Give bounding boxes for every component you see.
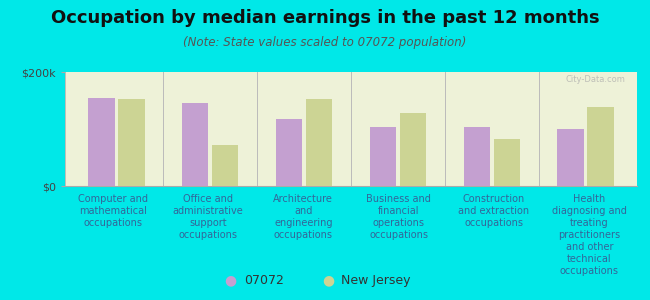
Bar — [276, 119, 302, 186]
Text: Occupation by median earnings in the past 12 months: Occupation by median earnings in the pas… — [51, 9, 599, 27]
Bar — [557, 129, 584, 186]
Bar — [400, 113, 426, 186]
Bar — [463, 127, 490, 186]
Text: Business and
financial
operations
occupations: Business and financial operations occupa… — [366, 194, 431, 239]
Text: (Note: State values scaled to 07072 population): (Note: State values scaled to 07072 popu… — [183, 36, 467, 49]
Text: New Jersey: New Jersey — [341, 274, 411, 287]
Bar — [493, 139, 520, 186]
Text: City-Data.com: City-Data.com — [566, 75, 625, 84]
Text: Architecture
and
engineering
occupations: Architecture and engineering occupations — [274, 194, 333, 239]
Text: ●: ● — [225, 274, 237, 287]
Text: Computer and
mathematical
occupations: Computer and mathematical occupations — [77, 194, 148, 227]
Text: 07072: 07072 — [244, 274, 283, 287]
Bar — [306, 99, 332, 186]
Bar — [118, 99, 145, 186]
Text: Office and
administrative
support
occupations: Office and administrative support occupa… — [173, 194, 243, 239]
Text: ●: ● — [322, 274, 334, 287]
Bar — [182, 103, 209, 186]
Bar — [370, 127, 396, 186]
Bar — [88, 98, 114, 186]
Text: Health
diagnosing and
treating
practitioners
and other
technical
occupations: Health diagnosing and treating practitio… — [552, 194, 627, 275]
Bar — [588, 107, 614, 186]
Bar — [212, 145, 239, 186]
Text: Construction
and extraction
occupations: Construction and extraction occupations — [458, 194, 530, 227]
